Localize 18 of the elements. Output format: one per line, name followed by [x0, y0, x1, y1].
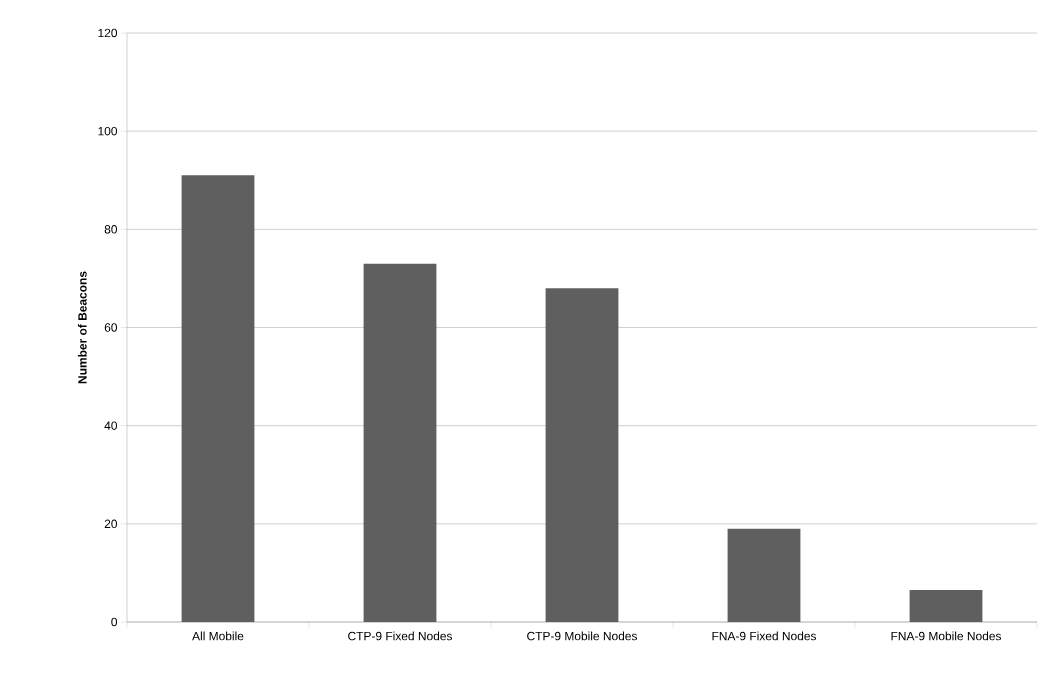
x-tick-label: All Mobile [192, 631, 244, 641]
x-tick-label: CTP-9 Mobile Nodes [527, 631, 638, 641]
y-tick-label: 80 [104, 225, 118, 234]
y-tick-label: 100 [98, 126, 118, 136]
bar [909, 590, 983, 622]
x-tick-label: FNA-9 Fixed Nodes [712, 631, 817, 641]
x-tick-label: CTP-9 Fixed Nodes [348, 631, 453, 641]
y-axis-title: Number of Beacons [77, 271, 87, 384]
y-tick-label: 60 [104, 323, 118, 332]
y-tick-label: 20 [104, 519, 118, 529]
y-tick-label: 40 [104, 421, 118, 430]
y-tick-label: 0 [111, 617, 118, 627]
x-tick-label: FNA-9 Mobile Nodes [891, 631, 1002, 641]
bar [727, 528, 801, 622]
y-tick-label: 120 [98, 28, 118, 38]
bar [363, 263, 437, 622]
bar [545, 288, 619, 622]
bar [181, 175, 255, 622]
